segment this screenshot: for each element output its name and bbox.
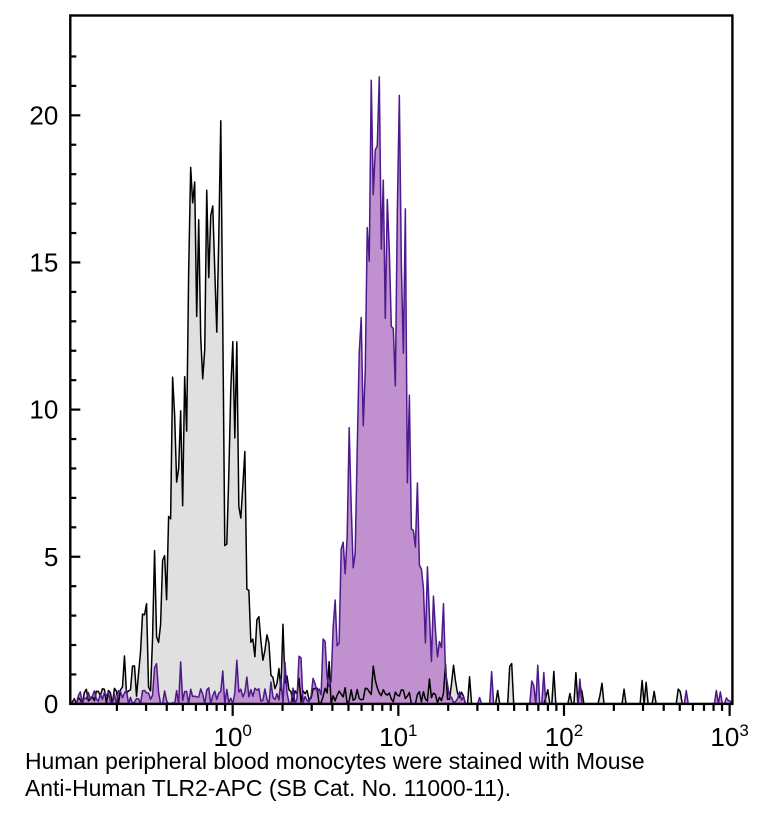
svg-text:0: 0	[44, 689, 58, 719]
svg-text:15: 15	[29, 247, 58, 277]
svg-text:5: 5	[44, 542, 58, 572]
svg-text:20: 20	[29, 100, 58, 130]
svg-text:10: 10	[29, 395, 58, 425]
